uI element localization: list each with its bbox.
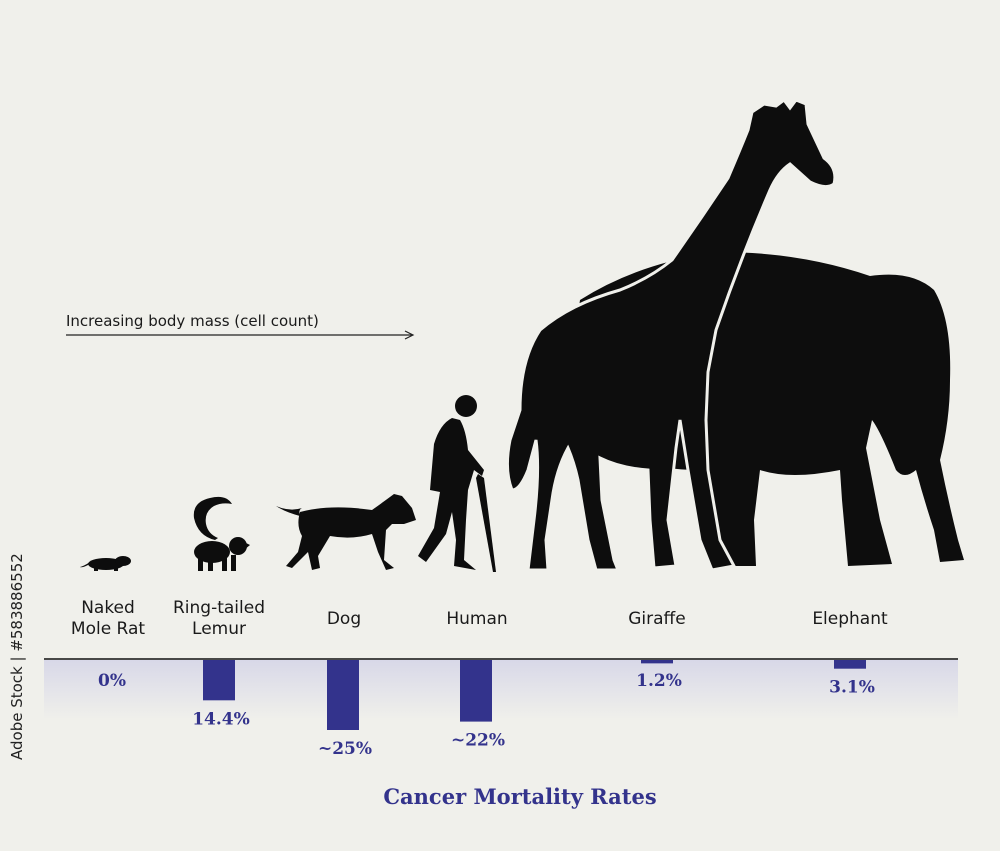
category-label-human: Human (446, 609, 508, 629)
value-label-human: ~22% (451, 731, 505, 751)
bar-giraffe (641, 660, 673, 664)
category-label-dog: Dog (326, 609, 362, 629)
bars-group: 0% 14.4% ~25% ~22% 1.2% 3.1% (98, 660, 875, 759)
naked-mole-rat-icon (80, 556, 131, 571)
bar-elephant (834, 660, 866, 669)
bar-lemur (203, 660, 235, 701)
human-icon (418, 395, 496, 572)
category-label-elephant: Elephant (812, 609, 888, 629)
value-label-lemur: 14.4% (192, 709, 250, 729)
dog-icon (276, 494, 416, 570)
category-label-naked-mole-rat: Naked Mole Rat (70, 598, 146, 639)
lemur-icon (193, 496, 250, 571)
body-mass-label: Increasing body mass (cell count) (66, 312, 319, 330)
value-label-elephant: 3.1% (829, 678, 875, 698)
bar-dog (327, 660, 359, 730)
category-label-lemur: Ring-tailed Lemur (172, 598, 265, 639)
value-label-dog: ~25% (318, 739, 372, 759)
category-label-giraffe: Giraffe (628, 609, 686, 629)
chart-band (44, 660, 958, 720)
value-label-giraffe: 1.2% (636, 671, 682, 691)
giraffe-icon (505, 97, 837, 572)
bar-human (460, 660, 492, 722)
stock-watermark: Adobe Stock | #583886552 (8, 553, 26, 760)
value-label-naked-mole-rat: 0% (98, 671, 126, 691)
body-mass-arrow (66, 330, 415, 340)
chart-title: Cancer Mortality Rates (383, 784, 657, 809)
